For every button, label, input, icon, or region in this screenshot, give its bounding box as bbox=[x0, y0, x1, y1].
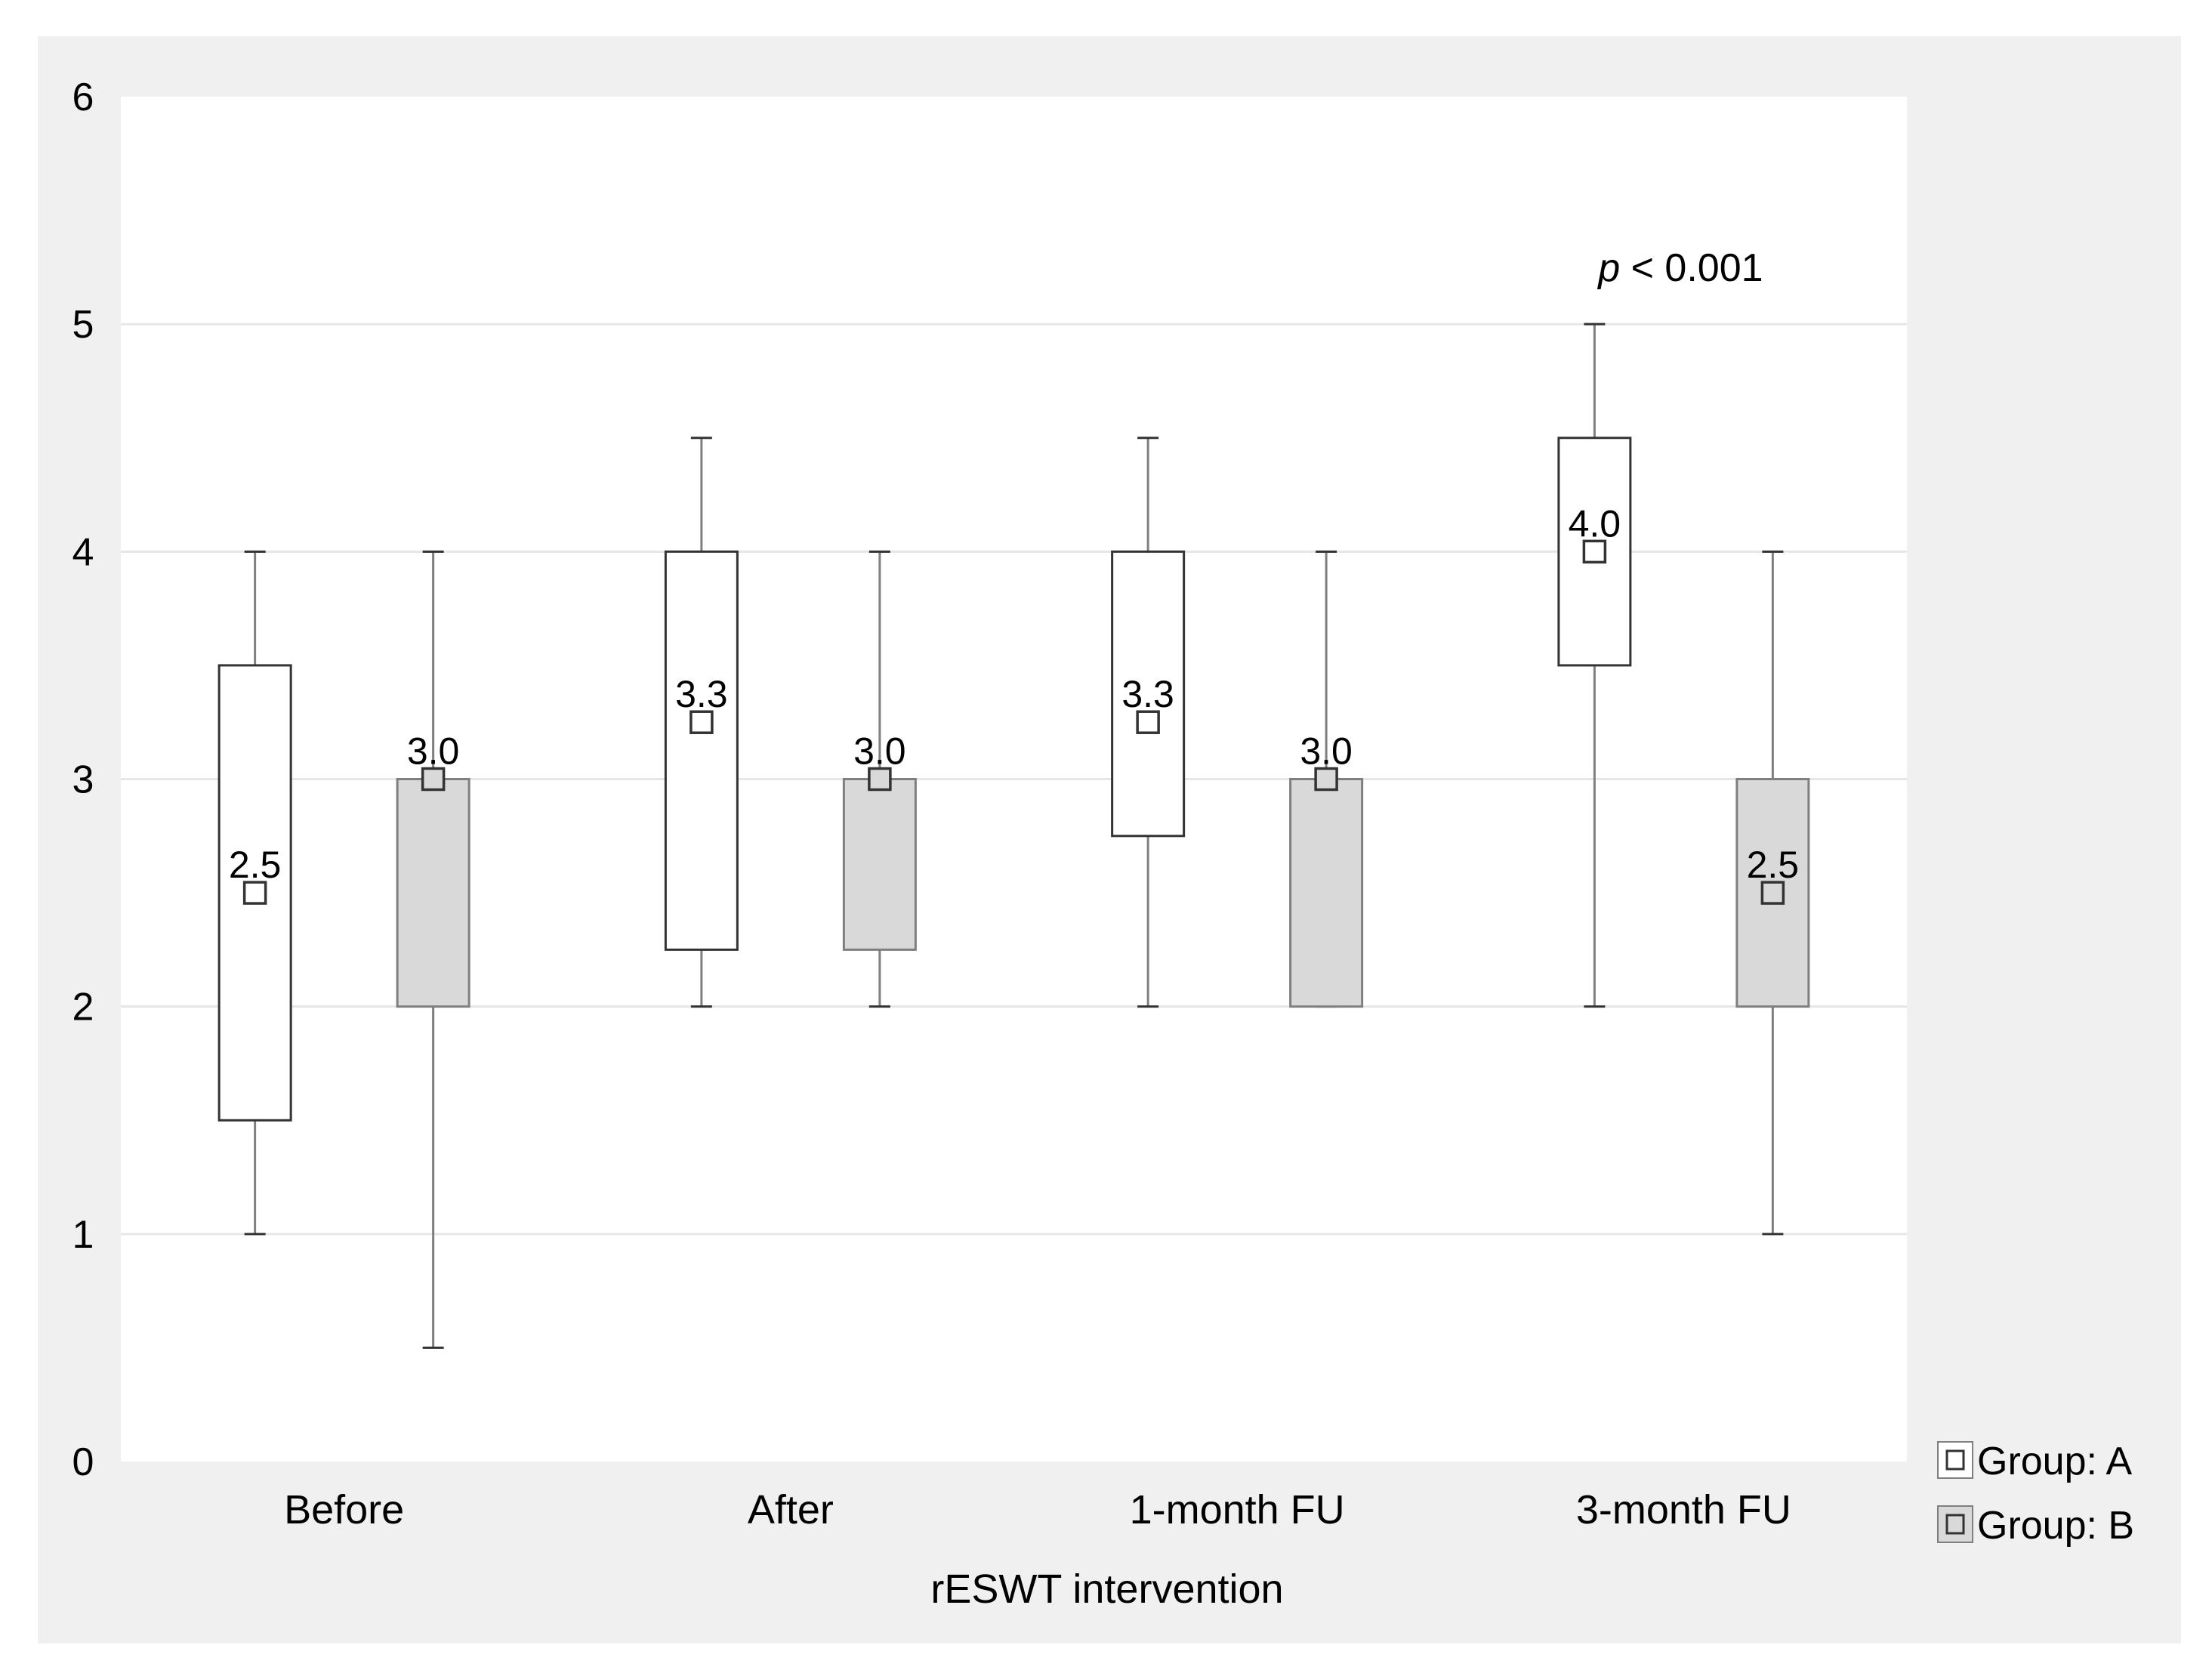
x-tick-label: After bbox=[748, 1487, 834, 1532]
median-marker bbox=[1760, 881, 1785, 905]
box-group: 3.0 bbox=[1289, 550, 1364, 1008]
box-group: 3.0 bbox=[842, 550, 917, 1008]
iqr-box bbox=[664, 550, 739, 951]
box-group: 3.0 bbox=[396, 550, 470, 1349]
legend-label: Group: B bbox=[1977, 1504, 2134, 1548]
y-tick-label: 6 bbox=[72, 76, 94, 119]
box-group: 3.3 bbox=[1111, 437, 1186, 1008]
iqr-box bbox=[396, 778, 470, 1008]
x-tick-label: Before bbox=[284, 1487, 404, 1532]
y-tick-label: 4 bbox=[72, 530, 94, 574]
median-marker bbox=[1314, 767, 1338, 792]
median-label: 3.3 bbox=[675, 673, 728, 715]
p-value-annotation: p < 0.001 bbox=[1597, 246, 1763, 290]
legend-marker bbox=[1945, 1449, 1965, 1471]
median-label: 3.0 bbox=[407, 730, 460, 773]
median-label: 3.0 bbox=[1300, 730, 1353, 773]
x-tick-label: 3-month FU bbox=[1576, 1487, 1791, 1532]
iqr-box bbox=[1289, 778, 1364, 1008]
annotations: p < 0.001 bbox=[1597, 246, 1763, 290]
y-tick-label: 1 bbox=[72, 1213, 94, 1257]
median-marker bbox=[421, 767, 446, 792]
box-group: 3.3 bbox=[664, 437, 739, 1008]
legend-marker bbox=[1945, 1514, 1965, 1535]
median-label: 3.0 bbox=[853, 730, 906, 773]
median-label: 2.5 bbox=[229, 844, 282, 886]
box-group: 2.5 bbox=[1735, 550, 1810, 1236]
median-marker bbox=[1136, 710, 1160, 734]
x-axis-label: rESWT intervention bbox=[930, 1566, 1283, 1612]
x-axis-ticks: Before After 1-month FU 3-month FU bbox=[284, 1487, 1791, 1532]
box-group: 4.0 bbox=[1557, 323, 1632, 1008]
median-marker bbox=[242, 881, 267, 905]
iqr-box bbox=[1111, 550, 1186, 838]
median-label: 4.0 bbox=[1569, 502, 1621, 545]
legend: Group: A Group: B bbox=[1937, 1440, 2134, 1548]
median-marker bbox=[868, 767, 892, 792]
y-tick-label: 0 bbox=[72, 1440, 94, 1484]
y-tick-label: 3 bbox=[72, 758, 94, 802]
median-marker bbox=[690, 710, 714, 734]
iqr-box bbox=[842, 778, 917, 951]
boxes: 2.5 3.3 3.3 4.0 3.0 3.0 3.0 2.5 bbox=[217, 323, 1810, 1349]
y-tick-label: 5 bbox=[72, 303, 94, 347]
legend-label: Group: A bbox=[1977, 1440, 2133, 1483]
median-label: 2.5 bbox=[1747, 844, 1800, 886]
median-marker bbox=[1582, 539, 1607, 564]
y-tick-label: 2 bbox=[72, 986, 94, 1029]
x-tick-label: 1-month FU bbox=[1130, 1487, 1345, 1532]
box-group: 2.5 bbox=[217, 550, 292, 1236]
median-label: 3.3 bbox=[1121, 673, 1174, 715]
y-axis-ticks: 0 1 2 3 4 5 6 bbox=[72, 76, 94, 1484]
